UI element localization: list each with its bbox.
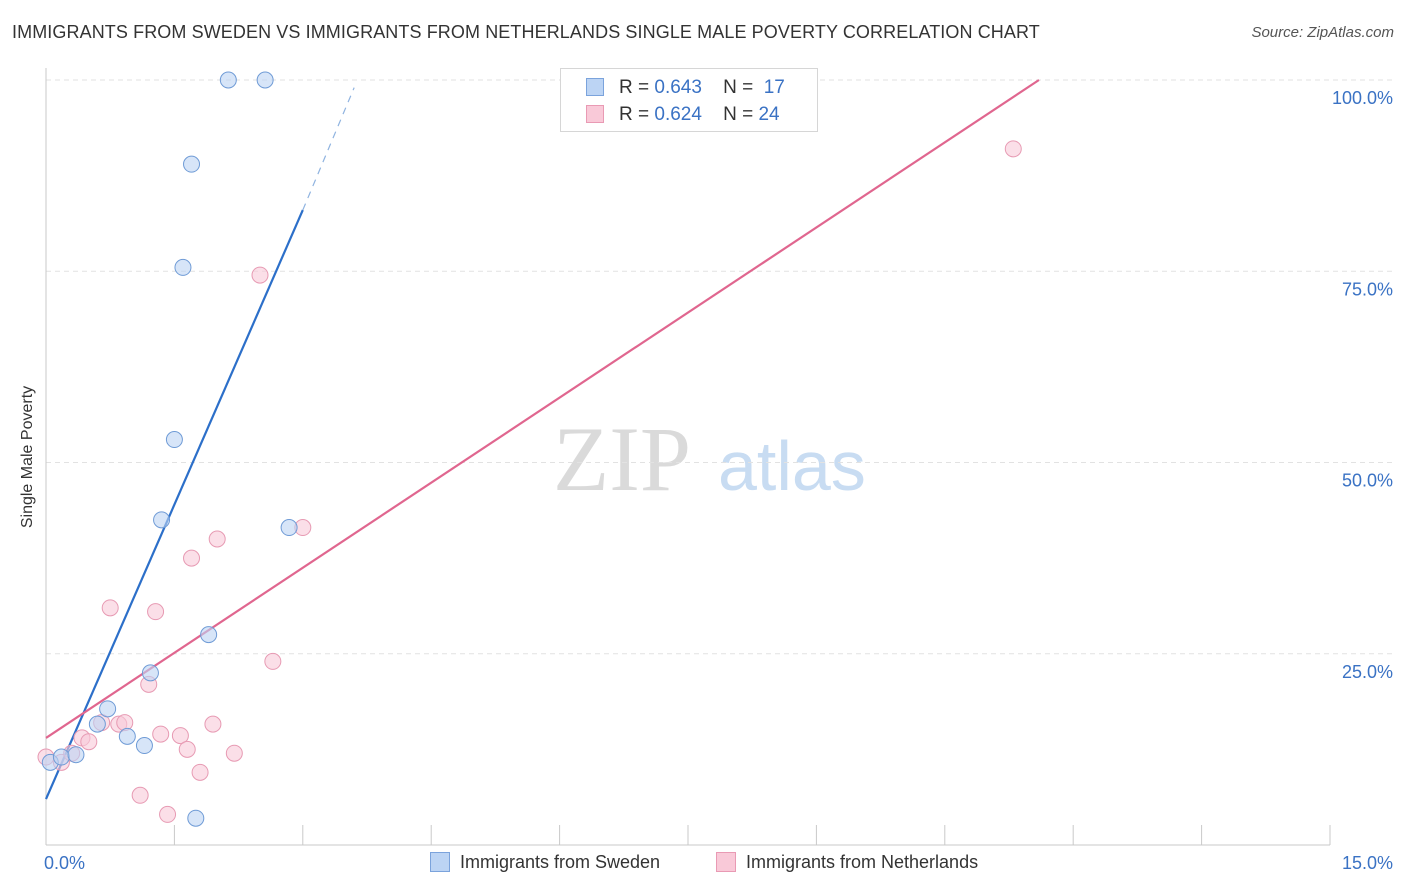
point-netherlands xyxy=(225,744,243,762)
point-sweden xyxy=(118,727,136,745)
point-sweden xyxy=(174,258,192,276)
point-netherlands xyxy=(159,805,177,823)
point-netherlands xyxy=(1004,140,1022,158)
legend-n-value-sweden: 17 xyxy=(763,77,785,98)
point-sweden xyxy=(256,71,274,89)
correlation-legend: R = 0.643 N = 17 R = 0.624 N = 24 xyxy=(560,68,818,132)
trend-line-sweden-extension xyxy=(302,87,355,211)
point-netherlands xyxy=(264,652,282,670)
data-points xyxy=(37,71,1022,827)
point-sweden xyxy=(200,626,218,644)
point-sweden xyxy=(183,155,201,173)
point-netherlands xyxy=(204,715,222,733)
watermark: ZIP atlas xyxy=(553,408,866,510)
point-sweden xyxy=(67,746,85,764)
tick-labels: 25.0% 50.0% 75.0% 100.0% 0.0% 15.0% xyxy=(44,88,1393,873)
trend-line-sweden xyxy=(44,209,304,800)
point-sweden xyxy=(88,715,106,733)
legend-n-label: N = xyxy=(723,77,754,98)
legend-r-label: R = xyxy=(619,77,650,98)
point-sweden xyxy=(219,71,237,89)
point-sweden xyxy=(135,737,153,755)
watermark-zip: ZIP xyxy=(553,408,691,510)
point-netherlands xyxy=(191,763,209,781)
bottom-legend-label-netherlands: Immigrants from Netherlands xyxy=(746,852,979,872)
legend-r-label: R = xyxy=(619,104,650,125)
point-netherlands xyxy=(80,733,98,751)
legend-swatch-sweden xyxy=(586,78,604,96)
bottom-legend-label-sweden: Immigrants from Sweden xyxy=(460,852,661,872)
point-sweden xyxy=(99,700,117,718)
point-sweden xyxy=(280,519,298,537)
point-netherlands xyxy=(116,714,134,732)
point-sweden xyxy=(52,748,70,766)
point-sweden xyxy=(187,809,205,827)
point-netherlands xyxy=(147,603,165,621)
point-netherlands xyxy=(152,725,170,743)
bottom-legend-swatch-sweden xyxy=(430,852,450,872)
bottom-legend-netherlands: Immigrants from Netherlands xyxy=(716,852,978,873)
bottom-legend-sweden: Immigrants from Sweden xyxy=(430,852,660,873)
point-sweden xyxy=(141,664,159,682)
trend-lines xyxy=(44,79,1040,800)
point-netherlands xyxy=(171,727,189,745)
point-netherlands xyxy=(178,740,196,758)
legend-n-label: N = xyxy=(723,104,754,125)
watermark-atlas: atlas xyxy=(718,427,866,505)
x-tick-label: 15.0% xyxy=(1342,853,1393,873)
point-netherlands xyxy=(101,599,119,617)
legend-r-value-netherlands: 0.624 xyxy=(654,104,702,125)
bottom-legend-swatch-netherlands xyxy=(716,852,736,872)
axes xyxy=(45,68,1331,846)
point-netherlands xyxy=(251,266,269,284)
y-tick-label: 25.0% xyxy=(1342,662,1393,682)
chart-title: IMMIGRANTS FROM SWEDEN VS IMMIGRANTS FRO… xyxy=(12,22,1040,42)
point-netherlands xyxy=(131,786,149,804)
legend-n-value-netherlands: 24 xyxy=(758,104,780,125)
legend-r-value-sweden: 0.643 xyxy=(654,77,702,98)
point-netherlands xyxy=(208,530,226,548)
y-tick-label: 50.0% xyxy=(1342,471,1393,491)
x-tick-label: 0.0% xyxy=(44,853,85,873)
point-netherlands xyxy=(183,549,201,567)
y-tick-label: 75.0% xyxy=(1342,279,1393,299)
source-label: Source: ZipAtlas.com xyxy=(1251,24,1394,41)
gridlines xyxy=(46,79,1392,655)
y-tick-label: 100.0% xyxy=(1332,88,1393,108)
legend-swatch-netherlands xyxy=(586,105,604,123)
point-sweden xyxy=(153,511,171,529)
point-sweden xyxy=(165,431,183,449)
trend-line-netherlands xyxy=(45,79,1040,739)
